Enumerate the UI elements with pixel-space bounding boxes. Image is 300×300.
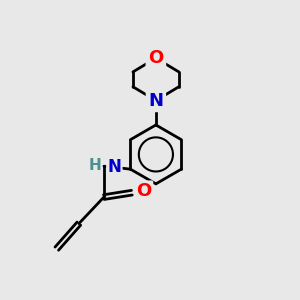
- Text: O: O: [148, 49, 164, 67]
- Text: N: N: [107, 158, 121, 176]
- Text: H: H: [89, 158, 101, 172]
- Text: N: N: [148, 92, 164, 110]
- Text: O: O: [136, 182, 152, 200]
